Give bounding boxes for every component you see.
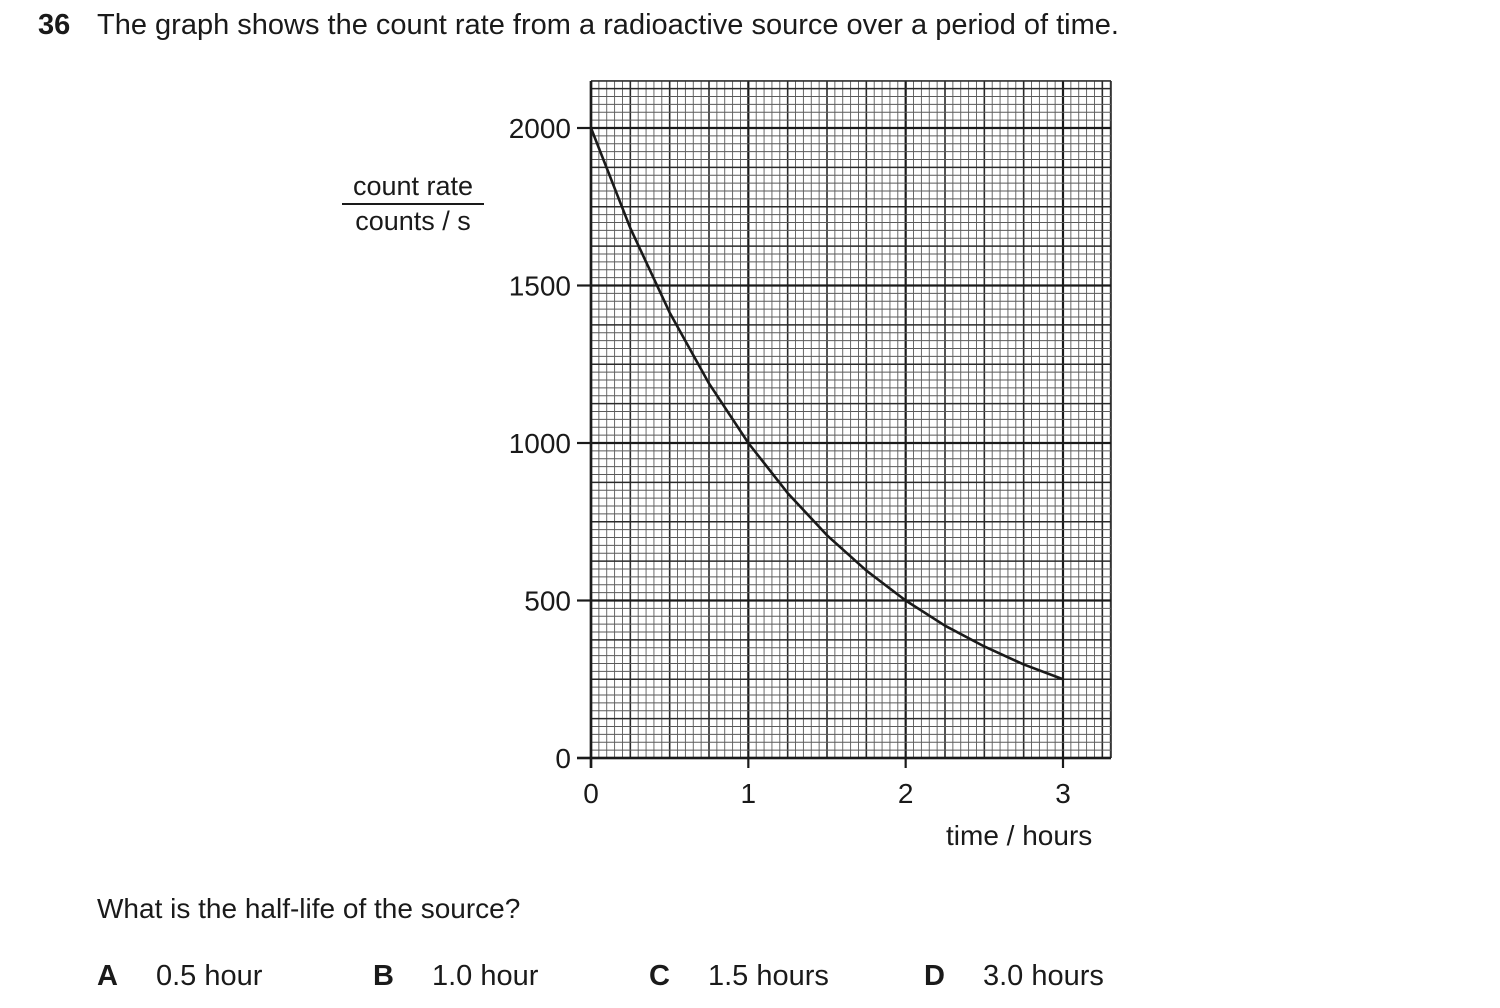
option-letter: C — [649, 960, 670, 992]
x-tick-label: 1 — [741, 778, 757, 809]
question-number: 36 — [38, 9, 71, 41]
x-tick-label: 0 — [583, 778, 599, 809]
option-text: 1.5 hours — [708, 960, 829, 992]
option-text: 1.0 hour — [432, 960, 539, 992]
y-axis-label-denominator: counts / s — [355, 206, 471, 236]
y-tick-label: 500 — [524, 586, 571, 617]
option-text: 0.5 hour — [156, 960, 263, 992]
graph-grid — [589, 80, 1112, 760]
y-axis-label: count rate counts / s — [342, 170, 484, 237]
y-tick-label: 2000 — [509, 113, 571, 144]
y-tick-label: 1500 — [509, 271, 571, 302]
decay-curve — [589, 126, 1065, 681]
y-tick-label: 1000 — [509, 428, 571, 459]
option-letter: A — [97, 960, 118, 992]
option-text: 3.0 hours — [983, 960, 1104, 992]
y-axis-label-numerator: count rate — [342, 170, 484, 205]
option-letter: B — [373, 960, 394, 992]
question-prompt: What is the half-life of the source? — [97, 893, 521, 924]
x-tick-label: 3 — [1055, 778, 1071, 809]
x-tick-label: 2 — [898, 778, 914, 809]
x-axis-label: time / hours — [946, 820, 1093, 851]
option-letter: D — [924, 960, 945, 992]
y-tick-label: 0 — [555, 743, 571, 774]
question-text: The graph shows the count rate from a ra… — [97, 9, 1119, 41]
